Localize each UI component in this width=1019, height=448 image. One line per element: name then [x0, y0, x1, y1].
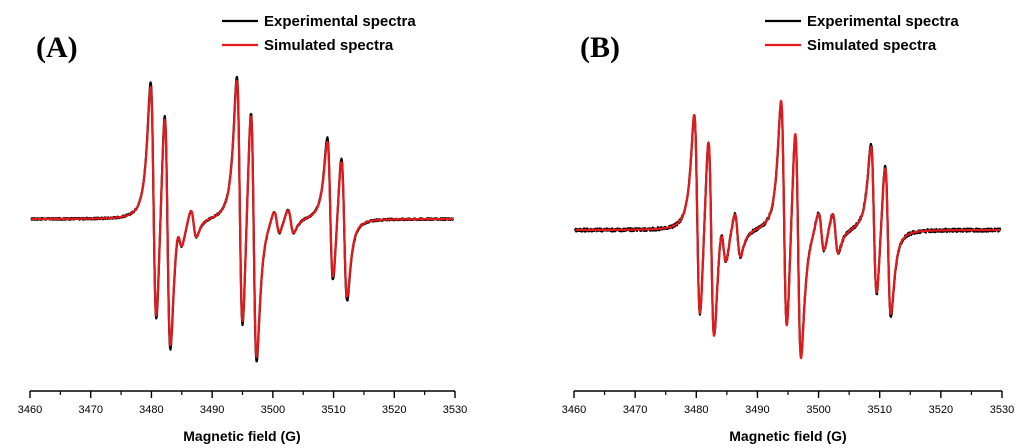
- x-tick-label: 3480: [684, 404, 708, 416]
- panel-b-plot-area: [574, 99, 1002, 360]
- panel-a-x-axis: 3460 3470 3480 3490 3500 3510 3520 3530 Magneti…: [18, 390, 467, 444]
- x-tick-label: 3500: [261, 404, 285, 416]
- simulated-spectrum-line: [30, 79, 455, 358]
- panel-b: (B) Experimental spectra Simulated spect…: [562, 13, 1014, 444]
- legend-label-simulated: Simulated spectra: [807, 37, 937, 54]
- x-tick-label: 3500: [806, 404, 830, 416]
- x-tick-label: 3530: [990, 404, 1014, 416]
- x-axis-title: Magnetic field (G): [183, 428, 300, 444]
- panel-a: (A) Experimental spectra Simulated spect…: [18, 13, 467, 444]
- x-tick-label: 3530: [443, 404, 467, 416]
- x-tick-label: 3480: [139, 404, 163, 416]
- panel-a-plot-area: [30, 75, 455, 363]
- simulated-spectrum-line: [574, 99, 1002, 360]
- x-tick-label: 3460: [562, 404, 586, 416]
- x-tick-label: 3520: [382, 404, 406, 416]
- panel-b-label: (B): [580, 31, 620, 64]
- panel-b-x-axis: 3460 3470 3480 3490 3500 3510 3520 3530 Magneti…: [562, 390, 1014, 444]
- x-axis-ticks: 3460 3470 3480 3490 3500 3510 3520 3530: [18, 391, 467, 416]
- x-tick-label: 3510: [867, 404, 891, 416]
- x-tick-label: 3470: [623, 404, 647, 416]
- legend-label-experimental: Experimental spectra: [807, 13, 959, 30]
- panel-b-legend: Experimental spectra Simulated spectra: [765, 13, 959, 54]
- x-tick-label: 3470: [78, 404, 102, 416]
- x-tick-label: 3490: [200, 404, 224, 416]
- x-tick-label: 3460: [18, 404, 42, 416]
- legend-label-simulated: Simulated spectra: [264, 37, 394, 54]
- panel-a-label: (A): [36, 31, 78, 64]
- x-tick-label: 3510: [321, 404, 345, 416]
- x-axis-title: Magnetic field (G): [729, 428, 846, 444]
- x-tick-label: 3520: [929, 404, 953, 416]
- panel-a-legend: Experimental spectra Simulated spectra: [222, 13, 416, 54]
- x-axis-ticks: 3460 3470 3480 3490 3500 3510 3520 3530: [562, 391, 1014, 416]
- x-tick-label: 3490: [745, 404, 769, 416]
- legend-label-experimental: Experimental spectra: [264, 13, 416, 30]
